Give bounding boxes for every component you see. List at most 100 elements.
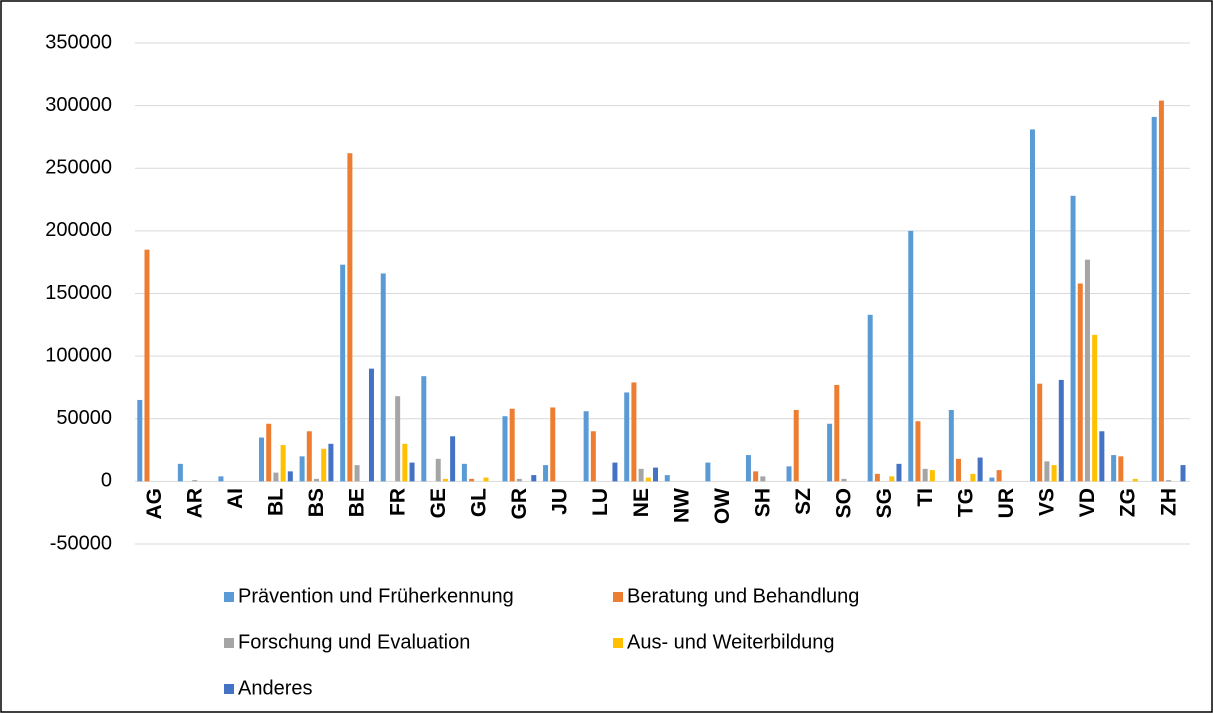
- legend-swatch: [613, 638, 623, 648]
- bar: [970, 473, 976, 482]
- y-tick-label: 100000: [45, 344, 112, 366]
- bar: [638, 468, 644, 482]
- bar: [340, 264, 346, 482]
- bar: [421, 376, 427, 482]
- bar: [442, 478, 448, 482]
- bar: [1044, 461, 1050, 482]
- y-tick-label: 0: [101, 470, 112, 492]
- y-tick-label: 150000: [45, 282, 112, 304]
- x-tick-label: TG: [954, 488, 977, 517]
- x-tick-label: AG: [143, 488, 166, 520]
- x-tick-label: AI: [224, 488, 247, 509]
- bar: [368, 368, 374, 482]
- x-tick-label: FR: [386, 488, 409, 516]
- bar: [1037, 383, 1043, 482]
- bar: [827, 423, 833, 482]
- bar: [929, 470, 935, 482]
- bar: [1084, 259, 1090, 482]
- y-tick-label: -50000: [50, 532, 112, 554]
- bar: [760, 476, 766, 482]
- x-tick-label: BE: [346, 488, 369, 517]
- bar: [395, 396, 401, 482]
- x-tick-label: NW: [670, 488, 693, 523]
- x-tick-label: SZ: [792, 488, 815, 515]
- bar: [915, 421, 921, 482]
- bar: [664, 475, 670, 482]
- bar: [266, 423, 272, 482]
- bar: [483, 477, 489, 482]
- y-tick-label: 200000: [45, 219, 112, 241]
- bar: [469, 478, 475, 482]
- bar: [328, 443, 334, 482]
- bar: [908, 230, 914, 482]
- x-tick-label: VS: [1036, 488, 1059, 516]
- bar: [550, 407, 556, 482]
- bar: [645, 477, 651, 482]
- bar: [516, 478, 522, 482]
- bar: [841, 478, 847, 482]
- x-tick-label: TI: [914, 488, 937, 507]
- y-tick-label: 250000: [45, 157, 112, 179]
- x-tick-label: SO: [833, 488, 856, 518]
- bar: [996, 470, 1002, 482]
- legend-label: Prävention und Früherkennung: [238, 585, 514, 607]
- bar: [1158, 100, 1164, 482]
- legend-label: Forschung und Evaluation: [238, 631, 470, 653]
- x-tick-label: GE: [427, 488, 450, 518]
- bar: [705, 462, 711, 482]
- bar: [137, 399, 143, 482]
- bar: [543, 465, 549, 482]
- bar: [786, 466, 792, 482]
- x-tick-label: SH: [751, 488, 774, 517]
- bar: [409, 462, 415, 482]
- x-tick-label: ZH: [1157, 488, 1180, 516]
- bar: [753, 471, 759, 482]
- bar: [1092, 334, 1098, 482]
- legend-swatch: [224, 638, 234, 648]
- bar: [922, 468, 928, 482]
- y-tick-label: 50000: [56, 407, 112, 429]
- x-tick-label: NE: [630, 488, 653, 517]
- bar: [502, 416, 508, 482]
- bar: [1058, 379, 1064, 482]
- bar: [313, 478, 319, 482]
- bar: [354, 465, 360, 482]
- bar: [531, 475, 537, 482]
- bar: [273, 472, 279, 482]
- bar: [306, 431, 312, 482]
- bar: [1151, 116, 1157, 482]
- bar: [299, 456, 305, 482]
- bar: [977, 457, 983, 482]
- bar: [653, 467, 659, 482]
- bar: [874, 473, 880, 482]
- legend-label: Beratung und Behandlung: [627, 585, 859, 607]
- x-tick-label: BL: [265, 488, 288, 516]
- bar: [624, 392, 630, 482]
- bar: [956, 458, 962, 482]
- bar: [380, 273, 386, 482]
- bar: [450, 436, 456, 482]
- bar: [1132, 478, 1138, 482]
- bar: [631, 382, 637, 482]
- bar: [1166, 480, 1172, 482]
- bar: [192, 480, 198, 482]
- bar: [259, 437, 265, 482]
- bar: [867, 314, 873, 482]
- bar: [745, 455, 751, 482]
- bar: [347, 153, 353, 482]
- bar: [889, 476, 895, 482]
- bar: [1077, 283, 1083, 482]
- x-tick-label: SG: [873, 488, 896, 518]
- bar: [1029, 129, 1035, 482]
- bar: [583, 411, 589, 482]
- x-tick-label: JU: [549, 488, 572, 515]
- bar: [896, 463, 902, 482]
- bar: [461, 463, 467, 482]
- x-tick-label: LU: [589, 488, 612, 516]
- x-tick-label: BS: [305, 488, 328, 517]
- bar: [793, 409, 799, 482]
- legend-label: Anderes: [238, 677, 313, 699]
- bar: [1180, 465, 1186, 482]
- x-tick-label: UR: [995, 488, 1018, 518]
